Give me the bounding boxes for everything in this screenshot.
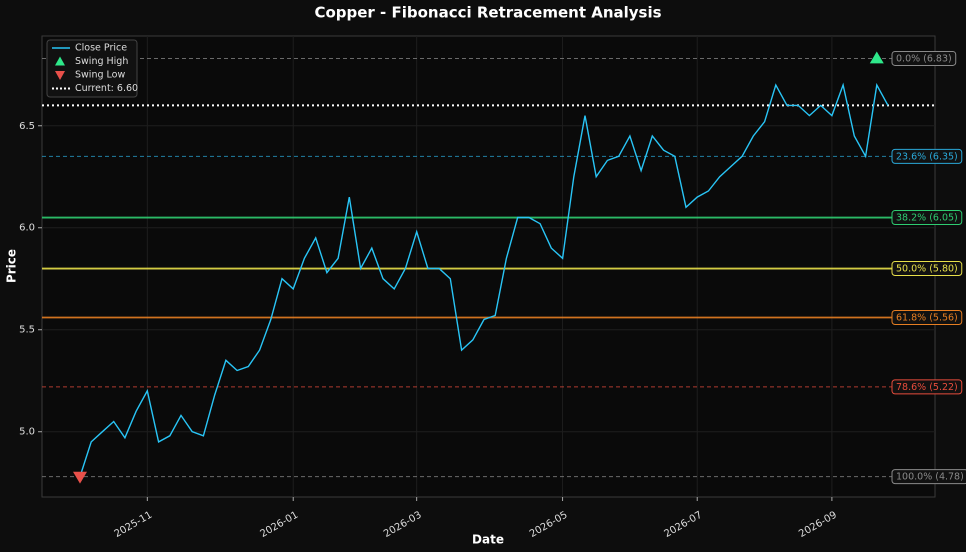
legend-label: Close Price: [75, 43, 127, 54]
fib-level-badge: 50.0% (5.80): [891, 261, 963, 277]
fib-label: 38.2% (6.05): [896, 213, 958, 224]
fib-label-box: [891, 309, 963, 325]
y-tick-label: 5.0: [19, 427, 35, 438]
fib-level-badge: 78.6% (5.22): [891, 379, 963, 395]
legend: Close Price Swing High Swing Low Current: 6…: [46, 39, 138, 98]
legend-swatch: [55, 71, 65, 80]
fib-label: 0.0% (6.83): [896, 53, 952, 64]
y-tick-label: 5.5: [19, 325, 35, 336]
fib-level-badge: 61.8% (5.56): [891, 309, 963, 325]
fib-level-badge: 0.0% (6.83): [891, 50, 957, 66]
price-line: [79, 82, 889, 477]
fib-level-badge: 100.0% (4.78): [891, 469, 966, 485]
fib-level-badge: 23.6% (6.35): [891, 148, 963, 164]
legend-label: Current: 6.60: [75, 83, 138, 94]
legend-label: Swing Low: [75, 70, 125, 81]
fib-label: 78.6% (5.22): [896, 382, 958, 393]
y-axis-label: Price: [5, 249, 19, 283]
legend-label: Swing High: [75, 56, 128, 67]
fib-label-box: [891, 379, 963, 395]
fib-level-badge: 38.2% (6.05): [891, 210, 963, 226]
fib-label-box: [891, 261, 963, 277]
fib-label-box: [891, 210, 963, 226]
x-axis-label: Date: [472, 533, 504, 547]
fib-label-box: [891, 50, 957, 66]
y-tick-label: 6.5: [19, 121, 35, 132]
fib-label: 50.0% (5.80): [896, 264, 958, 275]
swing-high-marker: [869, 51, 884, 64]
y-tick-label: 6.0: [19, 223, 35, 234]
chart-title: Copper - Fibonacci Retracement Analysis: [314, 4, 661, 22]
swing-low-marker: [73, 471, 87, 484]
fib-label-box: [891, 148, 963, 164]
fib-label: 23.6% (6.35): [896, 151, 958, 162]
fib-label: 61.8% (5.56): [896, 312, 958, 323]
legend-box: [46, 39, 138, 98]
fib-label: 100.0% (4.78): [896, 472, 964, 483]
plot-area: [41, 35, 936, 498]
legend-swatch: [55, 56, 65, 66]
fib-label-box: [891, 469, 966, 485]
